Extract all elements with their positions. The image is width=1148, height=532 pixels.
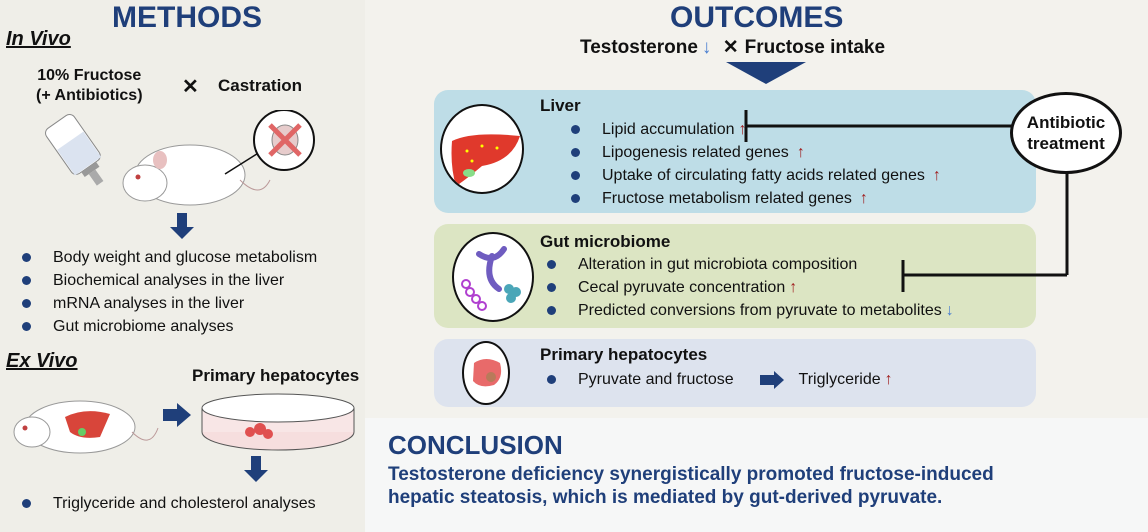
gut-microbiome-title: Gut microbiome [540, 232, 671, 251]
liver-title: Liver [540, 96, 581, 115]
primary-hepatocytes-label: Primary hepatocytes [192, 366, 360, 385]
list-item: Predicted conversions from pyruvate to m… [547, 299, 954, 322]
antibiotic-treatment-node: Antibiotic treatment [1010, 92, 1122, 174]
list-item: Lipogenesis related genes ↑ [571, 141, 941, 164]
times-icon: ✕ [182, 76, 199, 98]
gut-microbiome-list: Alteration in gut microbiota composition… [547, 253, 954, 322]
conclusion-panel [365, 418, 1148, 532]
down-arrow-icon [170, 213, 194, 243]
bullet-icon [547, 306, 556, 316]
methods-title: METHODS [112, 1, 262, 34]
bullet-icon [571, 194, 580, 204]
fructose-line: 10% Fructose [37, 67, 142, 84]
castration-magnifier-icon [224, 110, 315, 175]
dissected-mouse-icon [13, 400, 159, 454]
list-item: Lipid accumulation ↑ [571, 118, 941, 141]
up-arrow-icon: ↑ [884, 371, 893, 388]
hepatocytes-result: Pyruvate and fructose Triglyceride ↑ [547, 368, 893, 391]
ex-vivo-analysis-list: Triglyceride and cholesterol analyses [22, 492, 316, 515]
list-item: Biochemical analyses in the liver [22, 269, 317, 292]
down-arrow-icon: ↓ [945, 302, 954, 319]
conclusion-text: Testosterone deficiency synergistically … [388, 464, 994, 508]
bullet-icon [22, 276, 31, 286]
up-arrow-icon: ↑ [859, 190, 868, 207]
inhibition-lines [744, 110, 1069, 292]
right-arrow-icon [163, 403, 191, 427]
bullet-icon [547, 260, 556, 270]
down-arrow-icon: ↓ [701, 37, 712, 58]
conclusion-title: CONCLUSION [388, 430, 563, 460]
bullet-icon [22, 253, 31, 263]
list-item: Cecal pyruvate concentration ↑ [547, 276, 954, 299]
hepatocyte-icon [462, 341, 510, 405]
down-arrow-icon [244, 456, 268, 486]
antibiotics-line: (+ Antibiotics) [36, 87, 143, 104]
list-item: Uptake of circulating fatty acids relate… [571, 164, 941, 187]
ex-vivo-heading: Ex Vivo [6, 350, 78, 372]
water-bottle-icon [45, 114, 104, 186]
list-item: Fructose metabolism related genes ↑ [571, 187, 941, 210]
down-arrow-icon [726, 62, 806, 84]
liver-box [434, 90, 1036, 213]
list-item: Triglyceride and cholesterol analyses [22, 492, 316, 515]
bullet-icon [547, 283, 556, 293]
castration-label: Castration [218, 76, 303, 95]
liver-icon [440, 104, 524, 194]
in-vivo-analysis-list: Body weight and glucose metabolism Bioch… [22, 246, 317, 338]
up-arrow-icon: ↑ [796, 144, 805, 161]
primary-hepatocytes-title: Primary hepatocytes [540, 345, 708, 364]
bullet-icon [571, 148, 580, 158]
list-item: Gut microbiome analyses [22, 315, 317, 338]
mouse-icon [122, 144, 271, 206]
outcomes-subtitle: Testosterone ↓ ✕ Fructose intake [580, 37, 886, 58]
outcomes-title: OUTCOMES [670, 1, 844, 34]
petri-dish-icon [201, 393, 355, 451]
primary-hepatocytes-box [434, 339, 1036, 407]
list-item: Body weight and glucose metabolism [22, 246, 317, 269]
up-arrow-icon: ↑ [789, 279, 798, 296]
liver-list: Lipid accumulation ↑ Lipogenesis related … [571, 118, 941, 210]
bullet-icon [571, 125, 580, 135]
bullet-icon [22, 499, 31, 509]
times-icon: ✕ [722, 37, 739, 58]
in-vivo-heading: In Vivo [6, 28, 71, 50]
microbiome-icon [452, 232, 534, 322]
up-arrow-icon: ↑ [738, 121, 747, 138]
fructose-label: 10% Fructose (+ Antibiotics) [36, 66, 143, 106]
bullet-icon [22, 322, 31, 332]
up-arrow-icon: ↑ [932, 167, 941, 184]
bullet-icon [22, 299, 31, 309]
right-arrow-icon [760, 370, 785, 389]
bullet-icon [547, 375, 556, 385]
list-item: mRNA analyses in the liver [22, 292, 317, 315]
bullet-icon [571, 171, 580, 181]
list-item: Alteration in gut microbiota composition [547, 253, 954, 276]
